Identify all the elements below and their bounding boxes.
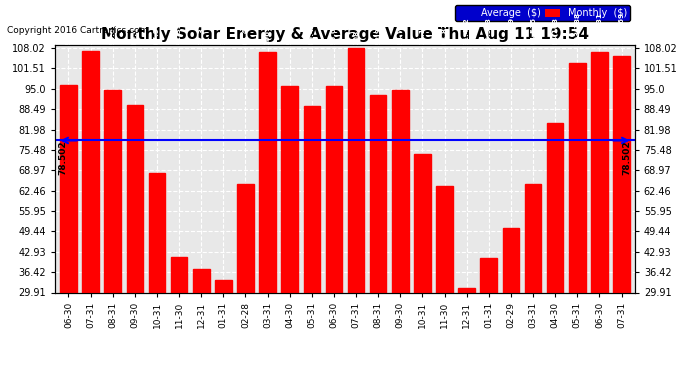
Text: 74.127: 74.127: [420, 17, 426, 45]
Text: 84.163: 84.163: [552, 17, 558, 45]
Bar: [458, 288, 475, 375]
Bar: [82, 51, 99, 375]
Text: 63.823: 63.823: [442, 17, 448, 45]
Bar: [591, 52, 608, 375]
Text: 64.515: 64.515: [530, 17, 536, 45]
Bar: [436, 186, 453, 375]
Bar: [215, 280, 232, 375]
Bar: [60, 85, 77, 375]
Bar: [259, 52, 276, 375]
Bar: [326, 86, 342, 375]
Bar: [502, 228, 519, 375]
Bar: [171, 256, 188, 375]
Text: 96.315: 96.315: [66, 17, 72, 45]
Bar: [370, 95, 386, 375]
Text: 94.691: 94.691: [110, 17, 116, 45]
Text: 103.188: 103.188: [574, 12, 580, 45]
Bar: [480, 258, 497, 375]
Text: 95.972: 95.972: [286, 17, 293, 45]
Text: 31.442: 31.442: [464, 17, 470, 45]
Bar: [524, 184, 542, 375]
Text: 78.502: 78.502: [59, 141, 68, 175]
Text: 89.450: 89.450: [309, 17, 315, 45]
Text: 108.022: 108.022: [353, 12, 359, 45]
Text: 64.472: 64.472: [242, 17, 248, 45]
Text: 50.549: 50.549: [508, 17, 514, 45]
Bar: [304, 106, 320, 375]
Bar: [148, 174, 166, 375]
Bar: [414, 154, 431, 375]
Bar: [237, 184, 254, 375]
Text: 40.933: 40.933: [486, 17, 492, 45]
Bar: [193, 269, 210, 375]
Bar: [282, 86, 298, 375]
Bar: [569, 63, 586, 375]
Text: Copyright 2016 Cartronics.com: Copyright 2016 Cartronics.com: [7, 26, 148, 35]
Text: 107.187: 107.187: [88, 12, 94, 45]
Text: 41.359: 41.359: [176, 17, 182, 45]
Text: 94.741: 94.741: [397, 17, 404, 45]
Title: Monthly Solar Energy & Average Value Thu Aug 11 19:54: Monthly Solar Energy & Average Value Thu…: [101, 27, 589, 42]
Legend: Average  ($), Monthly  ($): Average ($), Monthly ($): [455, 5, 630, 21]
Text: 106.731: 106.731: [596, 12, 602, 45]
Text: 33.896: 33.896: [220, 17, 226, 45]
Text: 96.002: 96.002: [331, 17, 337, 45]
Text: 89.686: 89.686: [132, 16, 138, 45]
Bar: [348, 48, 364, 375]
Text: 37.314: 37.314: [198, 17, 204, 45]
Bar: [392, 90, 408, 375]
Bar: [126, 105, 143, 375]
Bar: [547, 123, 564, 375]
Text: 105.469: 105.469: [618, 12, 624, 45]
Text: 78.502: 78.502: [622, 141, 631, 175]
Text: 92.926: 92.926: [375, 17, 381, 45]
Text: 106.910: 106.910: [264, 12, 270, 45]
Bar: [613, 56, 630, 375]
Bar: [104, 90, 121, 375]
Text: 67.965: 67.965: [154, 17, 160, 45]
